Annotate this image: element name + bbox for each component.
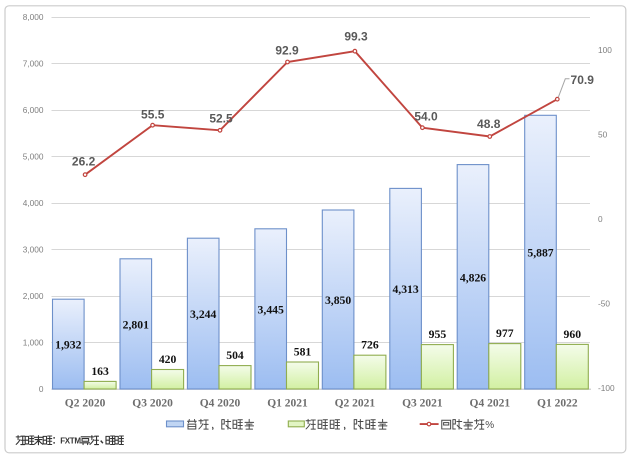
svg-text:Q4 2020: Q4 2020 bbox=[200, 397, 241, 409]
svg-text:70.9: 70.9 bbox=[571, 73, 595, 87]
svg-text:163: 163 bbox=[91, 365, 109, 378]
svg-text:99.3: 99.3 bbox=[344, 29, 368, 43]
svg-text:-100: -100 bbox=[598, 383, 615, 393]
svg-text:4,313: 4,313 bbox=[392, 283, 418, 296]
svg-text:3,244: 3,244 bbox=[190, 308, 216, 321]
svg-text:50: 50 bbox=[598, 129, 608, 139]
svg-text:Q2 2021: Q2 2021 bbox=[335, 397, 376, 409]
svg-text:92.9: 92.9 bbox=[275, 43, 299, 57]
svg-text:7,000: 7,000 bbox=[23, 58, 44, 68]
svg-text:Q3 2020: Q3 2020 bbox=[132, 397, 173, 409]
svg-text:3,445: 3,445 bbox=[258, 303, 284, 316]
svg-text:6,000: 6,000 bbox=[23, 105, 44, 115]
svg-text:Q1 2022: Q1 2022 bbox=[537, 397, 578, 409]
svg-text:4,000: 4,000 bbox=[23, 198, 44, 208]
svg-text:Q2 2020: Q2 2020 bbox=[65, 397, 106, 409]
svg-text:0: 0 bbox=[598, 214, 603, 224]
svg-text:726: 726 bbox=[361, 339, 379, 352]
svg-text:100: 100 bbox=[598, 45, 612, 55]
svg-text:3,850: 3,850 bbox=[325, 294, 351, 307]
svg-text:504: 504 bbox=[226, 349, 244, 362]
svg-text:977: 977 bbox=[496, 327, 514, 340]
svg-text:-50: -50 bbox=[598, 298, 610, 308]
svg-text:Q4 2021: Q4 2021 bbox=[470, 397, 511, 409]
svg-text:FXTM: FXTM bbox=[60, 436, 81, 445]
svg-text:1,932: 1,932 bbox=[55, 339, 81, 352]
svg-text:0: 0 bbox=[39, 384, 44, 394]
svg-text:8,000: 8,000 bbox=[23, 12, 44, 22]
svg-text:54.0: 54.0 bbox=[414, 109, 438, 123]
svg-text:3,000: 3,000 bbox=[23, 244, 44, 254]
svg-text:960: 960 bbox=[564, 328, 582, 341]
svg-text:52.5: 52.5 bbox=[209, 111, 233, 125]
svg-text:955: 955 bbox=[429, 328, 447, 341]
svg-text:420: 420 bbox=[159, 353, 177, 366]
svg-text:%: % bbox=[485, 420, 494, 431]
svg-text:1,000: 1,000 bbox=[23, 337, 44, 347]
svg-text:4,826: 4,826 bbox=[460, 271, 486, 284]
svg-text:2,801: 2,801 bbox=[123, 318, 149, 331]
svg-text:2,000: 2,000 bbox=[23, 291, 44, 301]
svg-text:581: 581 bbox=[294, 345, 312, 358]
svg-text:48.8: 48.8 bbox=[477, 117, 501, 131]
svg-text:5,000: 5,000 bbox=[23, 151, 44, 161]
svg-text:Q3 2021: Q3 2021 bbox=[402, 397, 443, 409]
svg-text:Q1 2021: Q1 2021 bbox=[267, 397, 308, 409]
svg-text:55.5: 55.5 bbox=[141, 107, 165, 121]
svg-text:5,887: 5,887 bbox=[527, 247, 553, 260]
svg-text:26.2: 26.2 bbox=[72, 155, 96, 169]
